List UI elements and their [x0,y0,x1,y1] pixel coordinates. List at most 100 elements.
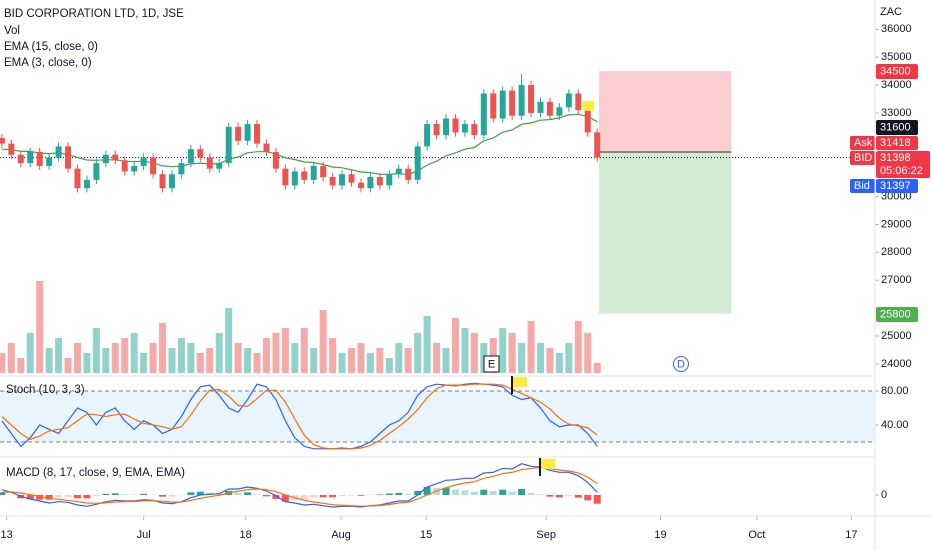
legend-ema15: EMA (15, close, 0) [4,41,98,53]
macd-histogram [111,493,119,495]
volume-bar [319,310,327,373]
bid-label: 31397 [880,180,911,192]
volume-bar [130,333,138,373]
target-label: 25800 [880,308,911,320]
y-tick-label: 24000 [881,358,912,370]
volume-bar [461,328,469,373]
volume-bar [348,348,356,373]
macd-histogram [319,495,327,498]
macd-histogram [508,491,516,495]
stoch-legend: Stoch (10, 3, 3) [6,384,85,396]
dividend-marker[interactable] [673,356,689,372]
candle-body [17,154,24,164]
volume-bar [55,338,63,373]
candle-body [291,171,298,186]
candle-body [546,101,553,116]
macd-histogram [55,495,63,498]
candle-body [168,174,175,189]
stop-zone [599,71,732,152]
macd-histogram [310,495,318,498]
y-tick-label: 30000 [881,190,912,202]
last-bg [876,151,930,178]
stoch-d [1,383,598,450]
volume-bar [177,338,185,373]
volume-bar [272,333,280,373]
bid-tag: Bid [854,180,870,192]
macd-histogram [0,492,6,495]
candle-body [244,124,251,141]
volume-bar [92,328,100,373]
candle-body [46,157,53,166]
macd-histogram [546,495,554,497]
candle-body [310,165,317,180]
macd-histogram [234,492,242,495]
candle-body [225,126,232,164]
volume-bar [83,353,91,373]
entry-label: 31600 [880,121,911,133]
volume-bar [451,318,459,373]
candle-body [36,151,43,166]
candle-body [150,157,157,175]
volume-bar [404,348,412,373]
macd-histogram [36,495,44,500]
macd-histogram [244,492,252,495]
volume-bar [36,281,44,373]
macd-histogram [470,491,478,495]
candle-body [0,138,5,144]
ask-label-bg [876,136,918,150]
macd-histogram [518,489,526,495]
candle-body [584,110,591,133]
candle-body [282,168,289,186]
candle-body [187,149,194,164]
ask-label: 31418 [880,137,911,149]
volume-bar [168,348,176,373]
candle-body [27,151,34,164]
candle-body [461,124,468,133]
candle-body [480,93,487,136]
y-tick-label: 25000 [881,330,912,342]
x-tick-label: 19 [654,529,666,541]
macd-histogram [262,495,270,497]
earnings-marker[interactable] [483,355,500,373]
volume-bar [366,353,374,373]
candle-body [254,124,261,144]
volume-bar [395,343,403,373]
target-zone [599,151,732,314]
macd-histogram [385,493,393,495]
stoch-tick-label: 80.00 [881,385,909,397]
macd-histogram [196,491,204,495]
volume-bar [262,338,270,373]
macd-histogram [574,495,582,498]
macd-histogram [121,494,129,495]
macd-histogram [442,487,450,495]
stop-label-bg [876,64,918,79]
volume-bar [253,353,261,373]
candle-body [93,163,100,180]
macd-histogram [357,495,365,496]
volume-bar [102,348,110,373]
currency: ZAC [880,6,902,18]
candle-body [55,146,62,158]
volume-bar [593,363,601,373]
candle-body [140,157,147,166]
ema-line [1,113,598,176]
volume-bar [7,343,15,373]
candle-body [556,107,563,116]
volume-bar [281,328,289,373]
candle-body [348,174,355,183]
volume-bar [149,343,157,373]
macd-histogram [272,495,280,499]
candle-body [509,90,516,116]
macd-histogram [348,495,356,496]
macd-histogram [338,495,346,496]
candle-body [537,101,544,113]
volume-bar [291,343,299,373]
volume-bar [159,323,167,373]
volume-bar [536,343,544,373]
volume-bar [357,343,365,373]
dividend-label: D [677,358,685,370]
volume-bar [499,328,507,373]
macd-histogram [300,495,308,500]
volume-bar [338,353,346,373]
